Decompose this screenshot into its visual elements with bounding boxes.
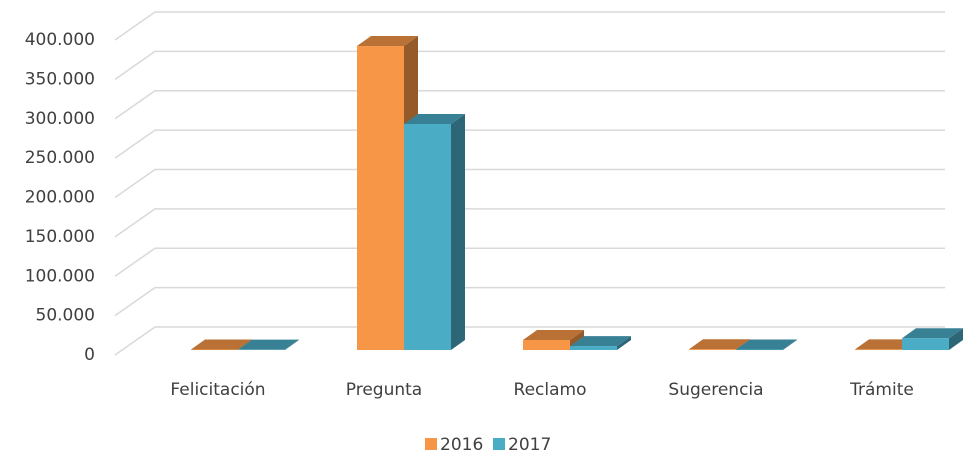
bar-top xyxy=(570,336,631,347)
bar xyxy=(523,339,570,350)
grid-line xyxy=(114,90,945,120)
x-tick-label: Sugerencia xyxy=(668,380,763,400)
legend-swatch xyxy=(493,438,505,450)
grid-line xyxy=(114,11,945,41)
bar-top xyxy=(523,329,584,340)
bar-top xyxy=(902,328,963,339)
bar xyxy=(902,338,949,350)
bar-side xyxy=(783,339,797,350)
y-tick-label: 50.000 xyxy=(36,306,95,326)
grid-line xyxy=(114,50,945,80)
legend-label: 2016 xyxy=(440,435,483,455)
y-tick-label: 300.000 xyxy=(25,109,95,129)
bar-side xyxy=(617,336,631,350)
bar-top xyxy=(357,36,418,47)
y-tick-label: 0 xyxy=(84,345,95,365)
bar-side xyxy=(285,339,299,350)
grid-line xyxy=(114,326,945,356)
y-tick-label: 200.000 xyxy=(25,188,95,208)
x-tick-label: Felicitación xyxy=(170,380,265,400)
y-tick-label: 100.000 xyxy=(25,266,95,286)
y-tick-label: 350.000 xyxy=(25,69,95,89)
bar-top xyxy=(191,339,252,350)
bar-side xyxy=(451,113,465,350)
x-tick-label: Trámite xyxy=(849,380,914,400)
bar xyxy=(855,349,902,350)
grid-line xyxy=(114,208,945,238)
bar-top xyxy=(855,339,916,350)
legend-swatch xyxy=(425,438,437,450)
x-tick-label: Reclamo xyxy=(514,380,587,400)
grid-line xyxy=(114,129,945,159)
bar xyxy=(357,46,404,351)
grid-line xyxy=(114,286,945,317)
y-tick-label: 150.000 xyxy=(25,227,95,247)
grid-line xyxy=(114,247,945,277)
bar xyxy=(570,346,617,350)
bar-side xyxy=(949,328,963,350)
bar xyxy=(404,123,451,350)
grid-line xyxy=(114,168,945,199)
bar-top xyxy=(238,339,299,350)
y-tick-label: 400.000 xyxy=(25,30,95,50)
bar-top xyxy=(736,339,797,350)
bar-top xyxy=(404,113,465,124)
legend-label: 2017 xyxy=(508,435,551,455)
y-tick-label: 250.000 xyxy=(25,148,95,168)
bar xyxy=(689,349,736,350)
x-tick-label: Pregunta xyxy=(346,380,422,400)
bar-top xyxy=(689,339,750,350)
